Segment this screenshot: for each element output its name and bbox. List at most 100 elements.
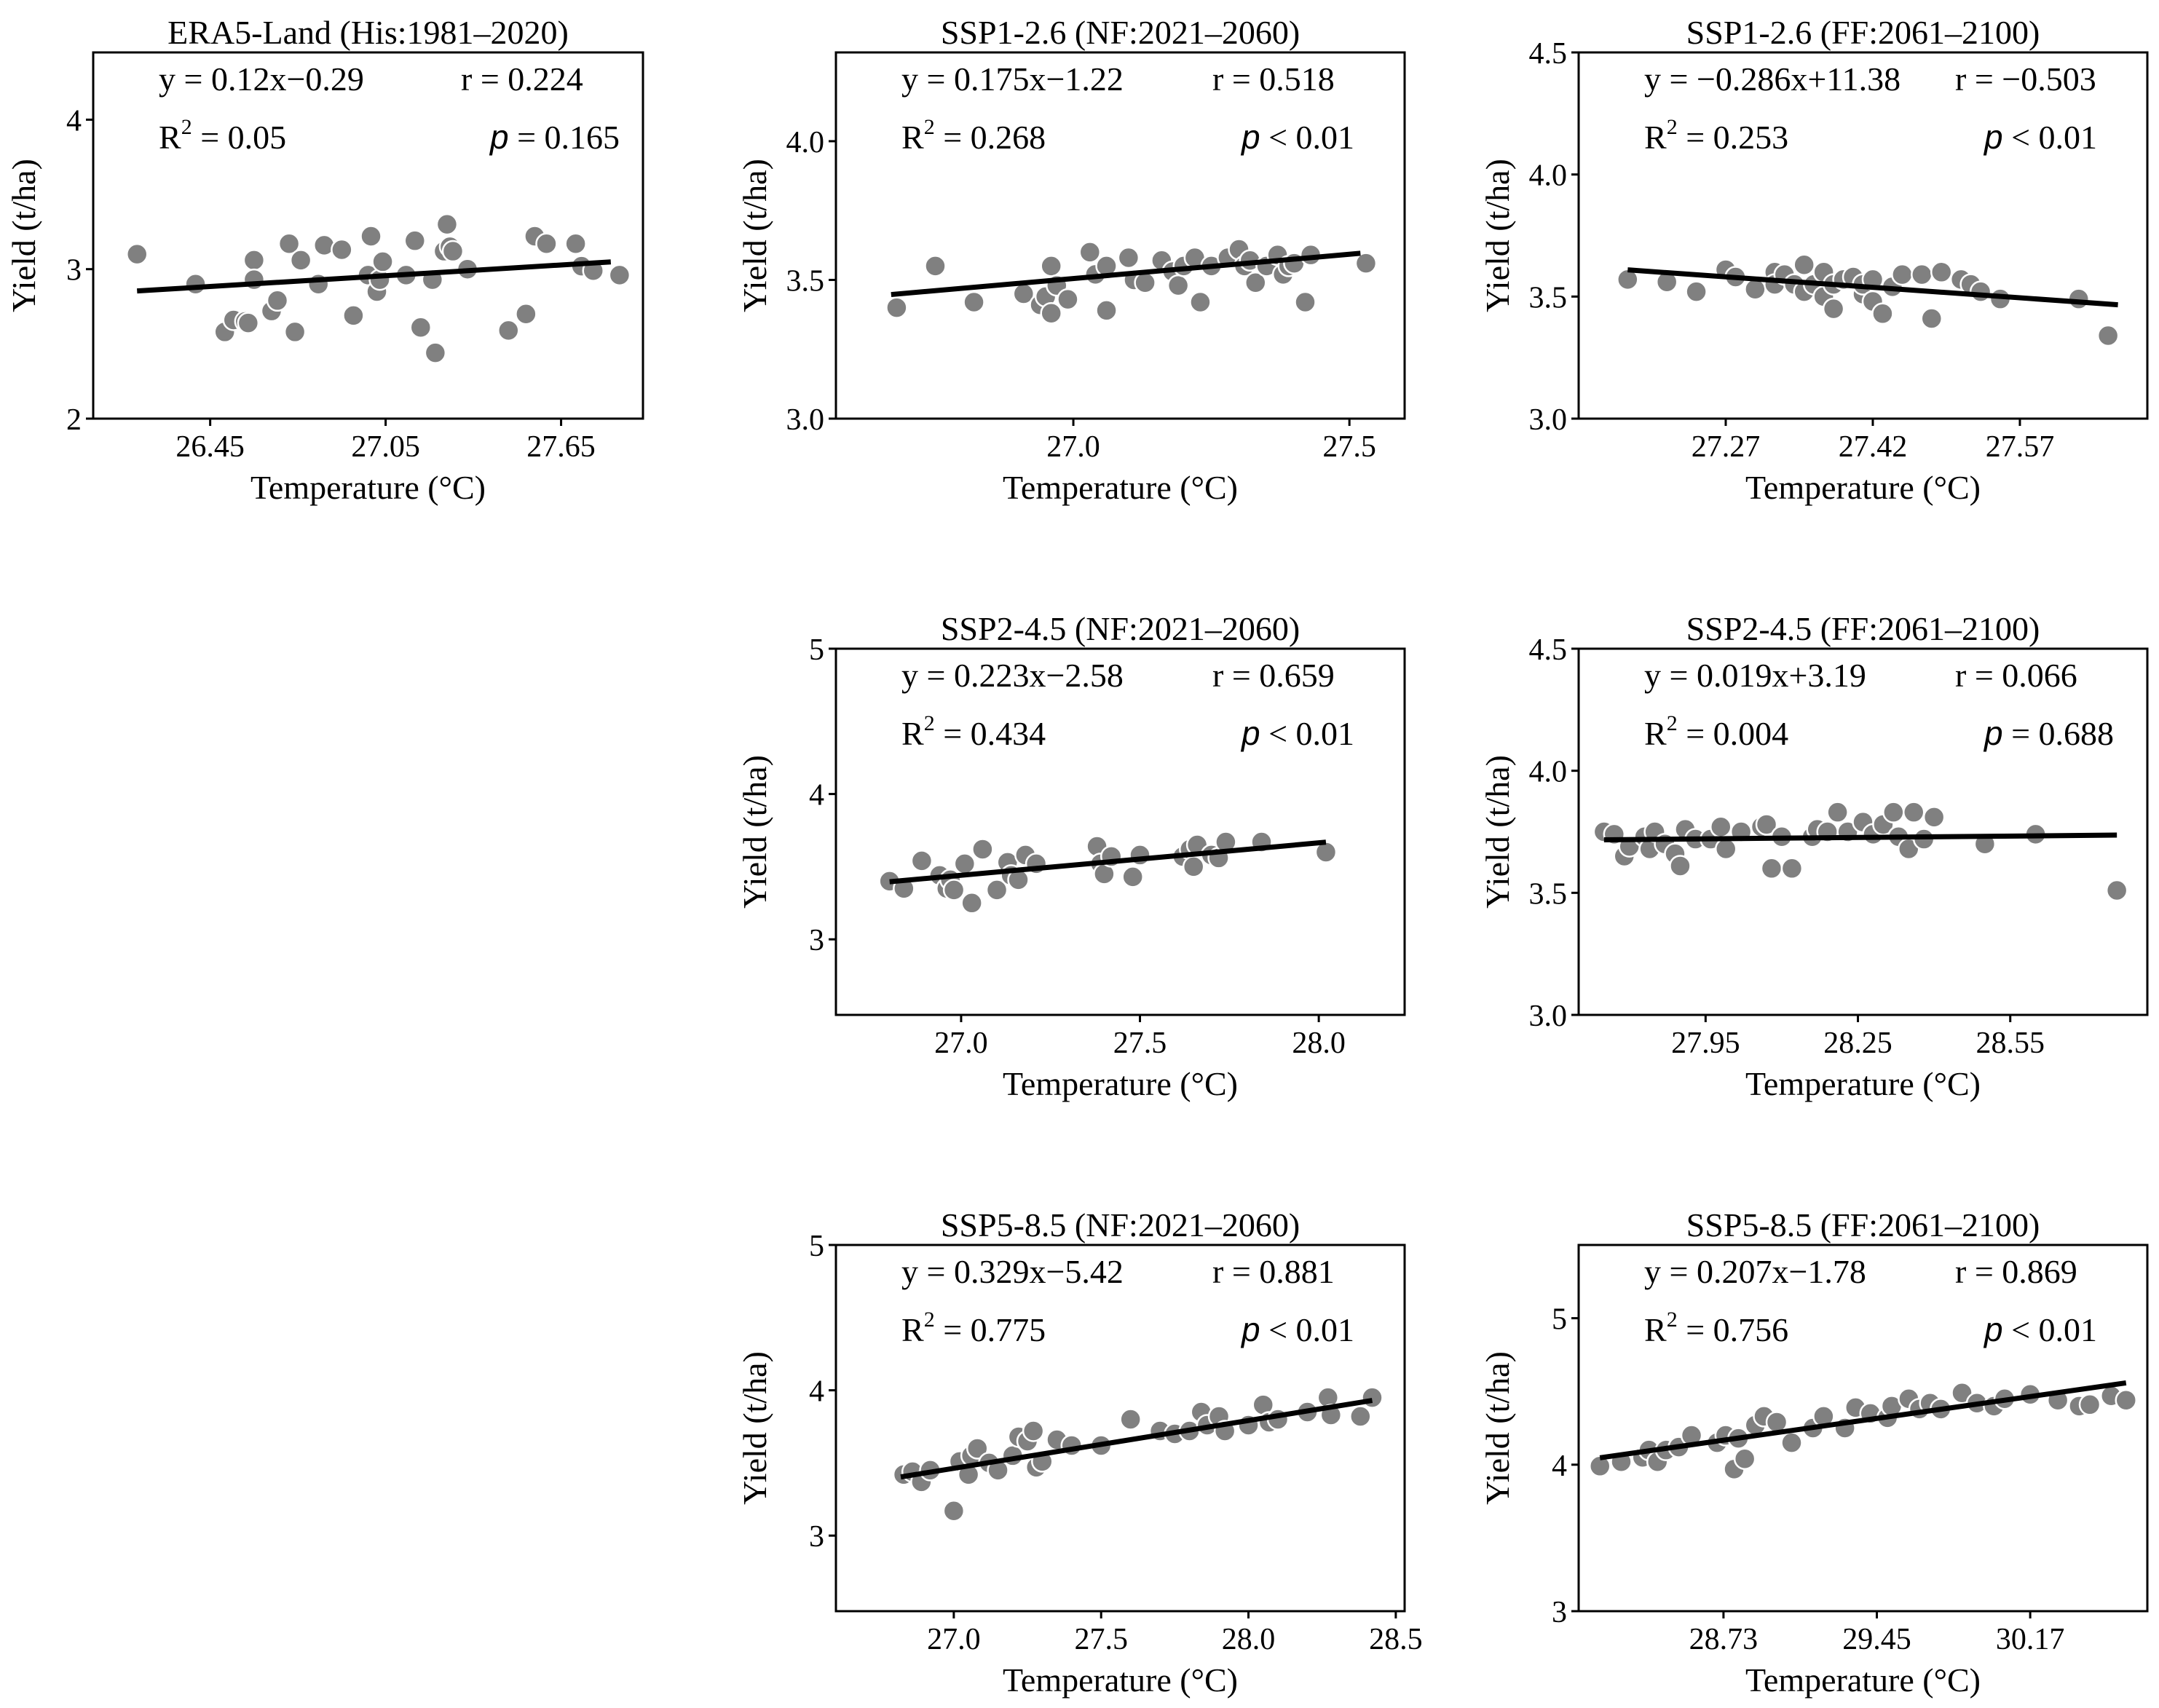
correlation-r: r = 0.066: [1955, 657, 2077, 694]
data-point: [966, 1437, 989, 1460]
y-tick-label: 3: [809, 1520, 824, 1554]
data-point: [1057, 288, 1079, 311]
plot-frame: [834, 51, 1406, 420]
p-value: p < 0.01: [1240, 714, 1354, 752]
y-tick-label: 3: [66, 254, 82, 288]
y-tick-label: 4: [809, 779, 824, 813]
x-axis-label: Temperature (°C): [1745, 469, 1981, 506]
regression-equation: y = 0.175x−1.22: [901, 60, 1124, 98]
data-point: [1117, 246, 1140, 269]
chart-title: SSP5-8.5 (FF:2061–2100): [1686, 1206, 2040, 1244]
x-axis-label: Temperature (°C): [1003, 469, 1238, 506]
data-point: [1314, 841, 1338, 863]
data-point: [497, 319, 520, 342]
p-value: p = 0.165: [489, 118, 620, 156]
y-tick-label: 4: [1552, 1450, 1567, 1483]
y-axis-label: Yield (t/ha): [736, 1351, 773, 1505]
data-point: [1361, 1386, 1384, 1409]
data-point: [924, 255, 947, 277]
r-squared: R2 = 0.004: [1644, 711, 1788, 752]
data-point: [1134, 272, 1156, 294]
data-point: [1354, 252, 1378, 274]
data-point: [1826, 801, 1849, 823]
r-squared: R2 = 0.434: [901, 711, 1046, 752]
data-point: [1095, 299, 1118, 322]
x-tick-label: 28.0: [1292, 1027, 1346, 1060]
x-tick-label: 27.5: [1322, 430, 1376, 464]
y-tick-label: 4.0: [786, 126, 825, 159]
r-squared: R2 = 0.756: [1644, 1308, 1788, 1348]
data-point: [1911, 263, 1933, 286]
regression-equation: y = −0.286x+11.38: [1644, 60, 1901, 98]
data-point: [424, 341, 447, 364]
data-point: [1078, 241, 1102, 264]
data-point: [342, 304, 365, 327]
y-tick-label: 4: [809, 1375, 824, 1409]
y-axis-label: Yield (t/ha): [736, 755, 773, 909]
data-point: [1780, 1431, 1803, 1454]
y-tick-label: 5: [809, 1230, 824, 1263]
correlation-r: r = 0.881: [1212, 1253, 1335, 1290]
correlation-r: r = 0.518: [1212, 60, 1335, 98]
data-point: [1121, 866, 1144, 888]
data-point: [2096, 324, 2120, 347]
chart-title: SSP2-4.5 (FF:2061–2100): [1686, 610, 2040, 647]
data-point: [1930, 261, 1953, 284]
data-point: [331, 238, 353, 261]
correlation-r: r = 0.659: [1212, 657, 1335, 694]
data-point: [1822, 297, 1845, 320]
data-point: [1744, 278, 1767, 301]
x-tick-label: 27.42: [1839, 430, 1908, 464]
p-value: p < 0.01: [1983, 1310, 2097, 1348]
y-tick-label: 4.0: [1529, 756, 1568, 789]
x-axis-label: Temperature (°C): [1003, 1065, 1238, 1102]
data-point: [1714, 837, 1737, 861]
p-value: p < 0.01: [1240, 118, 1354, 156]
x-tick-label: 27.5: [1113, 1027, 1167, 1060]
plot-frame: [834, 647, 1406, 1016]
regression-line: [900, 1398, 1373, 1480]
data-point: [371, 250, 394, 273]
x-tick-label: 27.27: [1692, 430, 1761, 464]
plot-frame: [1577, 1244, 2149, 1613]
data-point: [971, 838, 994, 861]
data-point: [1244, 272, 1267, 294]
chart-panel-4: SSP2-4.5 (NF:2021–2060) 27.0 27.5 28.0 3 4 5 Te…: [736, 610, 1406, 1102]
x-tick-label: 28.0: [1222, 1623, 1276, 1656]
x-tick-label: 26.45: [175, 430, 245, 464]
data-point: [963, 290, 985, 314]
regression-equation: y = 0.223x−2.58: [901, 657, 1124, 694]
chart-title: SSP1-2.6 (NF:2021–2060): [941, 14, 1300, 51]
data-point: [1882, 801, 1905, 823]
x-axis-label: Temperature (°C): [1003, 1661, 1238, 1699]
chart-title: ERA5-Land (His:1981–2020): [167, 14, 569, 51]
data-point: [1969, 280, 1992, 303]
y-axis-label: Yield (t/ha): [1479, 159, 1516, 312]
x-tick-label: 28.73: [1689, 1623, 1759, 1656]
chart-title: SSP2-4.5 (NF:2021–2060): [941, 610, 1300, 647]
y-tick-label: 3.5: [786, 264, 825, 298]
data-point: [1685, 280, 1708, 303]
data-point: [289, 249, 312, 272]
data-point: [1902, 801, 1925, 823]
data-point: [535, 232, 558, 256]
data-point: [1040, 301, 1062, 325]
chart-panel-5: SSP2-4.5 (FF:2061–2100) 27.95 28.25 28.55 3.…: [1479, 610, 2149, 1102]
chart-title: SSP5-8.5 (NF:2021–2060): [941, 1206, 1300, 1244]
data-point: [1182, 855, 1205, 878]
x-tick-label: 27.0: [934, 1027, 988, 1060]
x-tick-label: 27.57: [1986, 430, 2055, 464]
y-tick-label: 4: [66, 104, 82, 138]
data-point: [242, 249, 266, 272]
data-point: [409, 316, 433, 339]
x-axis-label: Temperature (°C): [1745, 1661, 1981, 1699]
data-point: [960, 892, 983, 914]
y-tick-label: 3.5: [1529, 281, 1568, 315]
data-point: [515, 303, 537, 325]
x-axis-label: Temperature (°C): [1745, 1065, 1981, 1102]
x-tick-label: 28.5: [1369, 1623, 1423, 1656]
y-tick-label: 3.0: [1529, 403, 1568, 437]
x-tick-label: 29.45: [1842, 1623, 1911, 1656]
data-point: [2115, 1389, 2137, 1412]
